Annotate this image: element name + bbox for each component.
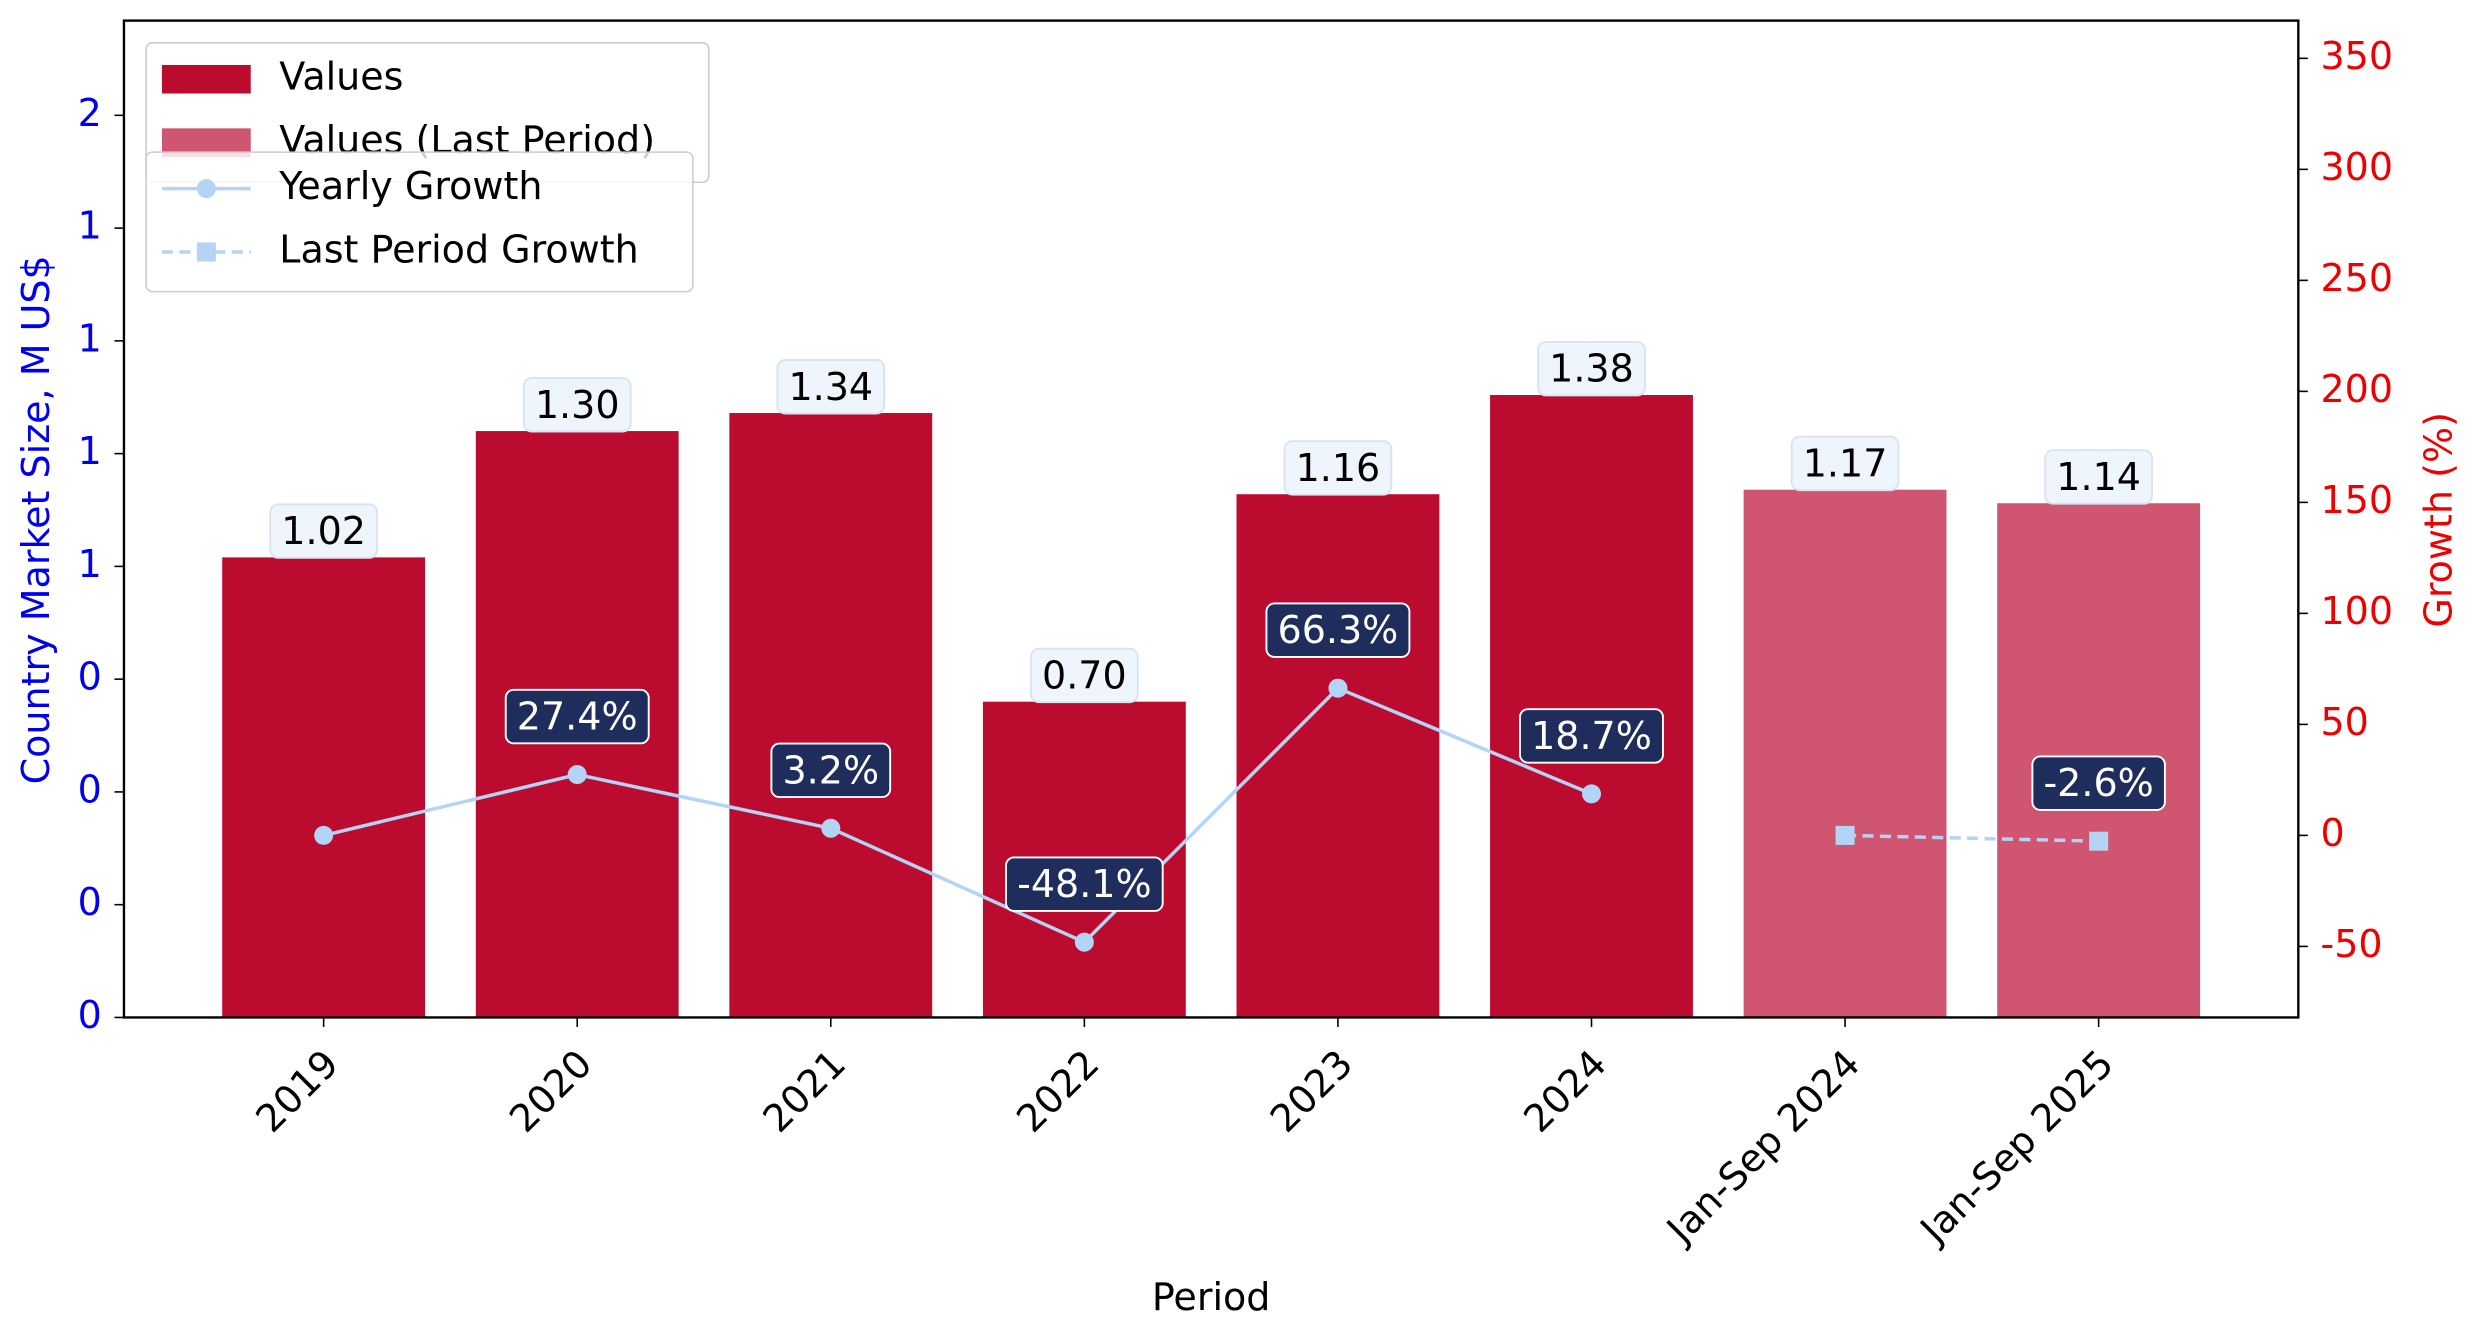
y-tick-label: 1 bbox=[78, 316, 102, 360]
y-tick-label: 1 bbox=[78, 429, 102, 473]
data-label-text: 1.14 bbox=[2056, 455, 2141, 499]
marker bbox=[567, 765, 587, 785]
data-label: 1.16 bbox=[1283, 440, 1393, 496]
y2-tick-label: 150 bbox=[2321, 478, 2394, 522]
data-label-text: 1.02 bbox=[281, 509, 366, 553]
data-label: 1.17 bbox=[1790, 435, 1900, 492]
data-label: 1.38 bbox=[1537, 341, 1646, 397]
data-label: 1.14 bbox=[2044, 449, 2154, 505]
bar bbox=[1743, 489, 1947, 1018]
y2-tick-label: 50 bbox=[2321, 700, 2369, 744]
x-tick-label: 2024 bbox=[1515, 1041, 1615, 1141]
x-tick-label: 2023 bbox=[1262, 1041, 1362, 1141]
data-label-text: 1.17 bbox=[1803, 441, 1888, 485]
data-label-text: 18.7% bbox=[1531, 714, 1652, 758]
data-label: -48.1% bbox=[1005, 856, 1164, 912]
data-label: -2.6% bbox=[2031, 755, 2166, 811]
marker bbox=[1328, 678, 1348, 698]
data-label-box bbox=[2031, 755, 2166, 811]
y-axis-label: Country Market Size, M US$ bbox=[14, 255, 58, 784]
x-tick-label: 2022 bbox=[1008, 1041, 1108, 1141]
data-label: 66.3% bbox=[1265, 602, 1411, 658]
legend-marker bbox=[196, 242, 216, 262]
line bbox=[1845, 833, 2099, 843]
x-tick-label: 2020 bbox=[501, 1041, 601, 1141]
data-label-box bbox=[1790, 435, 1900, 492]
y2-tick-label: 0 bbox=[2321, 811, 2345, 855]
legend-marker bbox=[196, 179, 216, 199]
data-label-text: 66.3% bbox=[1278, 608, 1399, 652]
y2-tick-label: 200 bbox=[2321, 367, 2394, 411]
data-label: 1.34 bbox=[776, 359, 886, 415]
legend-swatch bbox=[161, 64, 251, 94]
marker bbox=[821, 818, 841, 838]
marker bbox=[1074, 932, 1094, 952]
legend-label: Yearly Growth bbox=[278, 164, 542, 208]
plot-frame bbox=[122, 19, 2300, 1019]
data-label: 3.2% bbox=[770, 742, 892, 799]
data-label-box bbox=[776, 359, 886, 415]
data-label-text: 1.34 bbox=[788, 365, 873, 409]
data-label-box bbox=[269, 503, 379, 559]
data-label: 0.70 bbox=[1029, 647, 1139, 704]
data-label-box bbox=[1519, 708, 1664, 764]
y2-tick-label: 100 bbox=[2321, 589, 2394, 633]
legend-label: Last Period Growth bbox=[279, 227, 638, 271]
data-label-box bbox=[1029, 647, 1139, 704]
data-label: 1.02 bbox=[269, 503, 379, 559]
y-tick-label: 2 bbox=[78, 91, 102, 135]
data-label-box bbox=[522, 377, 632, 433]
data-label-box bbox=[504, 688, 650, 745]
y-tick-label: 0 bbox=[78, 993, 102, 1037]
data-label-text: 27.4% bbox=[517, 695, 638, 739]
data-label-box bbox=[1537, 341, 1646, 397]
data-label: 1.30 bbox=[522, 377, 632, 433]
marker bbox=[2089, 831, 2109, 851]
x-tick-label: Jan-Sep 2024 bbox=[1657, 1041, 1868, 1252]
data-label-box bbox=[1265, 602, 1411, 658]
line bbox=[323, 686, 1593, 945]
data-label-text: 1.38 bbox=[1549, 347, 1634, 391]
data-label-text: -48.1% bbox=[1017, 862, 1151, 906]
y-tick-label: 0 bbox=[78, 655, 102, 699]
y2-tick-label: 250 bbox=[2321, 256, 2394, 300]
bar bbox=[729, 413, 933, 1018]
data-label-box bbox=[1005, 856, 1164, 912]
bar bbox=[222, 557, 426, 1018]
data-label-text: 1.16 bbox=[1296, 446, 1381, 490]
marker bbox=[1835, 825, 1855, 845]
data-label-box bbox=[2044, 449, 2154, 505]
data-label: 18.7% bbox=[1519, 708, 1664, 764]
data-label-text: 1.30 bbox=[535, 383, 620, 427]
y2-tick-label: 350 bbox=[2321, 34, 2394, 78]
legend-label: Values bbox=[279, 55, 403, 99]
y2-tick-label: 300 bbox=[2321, 145, 2394, 189]
y-tick-label: 0 bbox=[78, 767, 102, 811]
y2-tick-label: -50 bbox=[2321, 922, 2383, 966]
y-tick-label: 1 bbox=[78, 542, 102, 586]
legend-box bbox=[145, 151, 694, 293]
bar bbox=[1490, 394, 1693, 1018]
x-tick-label: 2021 bbox=[755, 1041, 855, 1141]
data-label-box bbox=[1283, 440, 1393, 496]
bar bbox=[1236, 494, 1440, 1018]
data-label: 27.4% bbox=[504, 688, 650, 745]
data-label-text: 0.70 bbox=[1042, 653, 1127, 697]
marker bbox=[314, 825, 334, 845]
x-tick-label: 2019 bbox=[247, 1041, 347, 1141]
x-axis-label: Period bbox=[1152, 1275, 1271, 1319]
y-tick-label: 1 bbox=[78, 204, 102, 248]
y-tick-label: 0 bbox=[78, 880, 102, 924]
data-label-text: -2.6% bbox=[2043, 761, 2153, 805]
marker bbox=[1581, 784, 1602, 804]
y2-axis-label: Growth (%) bbox=[2416, 412, 2460, 627]
x-tick-label: Jan-Sep 2025 bbox=[1911, 1041, 2122, 1252]
data-label-box bbox=[770, 742, 892, 799]
data-label-text: 3.2% bbox=[782, 748, 879, 792]
